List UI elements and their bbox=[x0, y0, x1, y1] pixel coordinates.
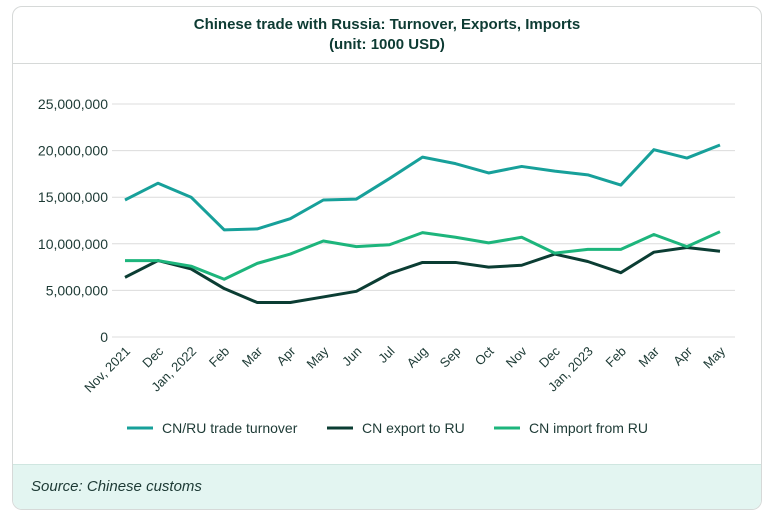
series-line bbox=[124, 246, 721, 305]
x-tick-label: Nov, 2021 bbox=[81, 344, 133, 396]
source-footer: Source: Chinese customs bbox=[13, 464, 761, 509]
x-tick-label: Mar bbox=[636, 343, 663, 370]
y-tick-label: 0 bbox=[100, 329, 108, 345]
x-tick-label: Apr bbox=[273, 343, 298, 368]
x-tick-label: Mar bbox=[239, 343, 266, 370]
y-tick-label: 10,000,000 bbox=[38, 236, 108, 252]
x-tick-label: Oct bbox=[472, 343, 497, 368]
x-tick-label: Feb bbox=[206, 344, 232, 370]
series-line bbox=[125, 230, 721, 281]
x-tick-label: Aug bbox=[404, 344, 431, 371]
x-tick-label: Jul bbox=[375, 343, 397, 365]
x-tick-label: Nov bbox=[503, 343, 530, 370]
y-tick-label: 5,000,000 bbox=[46, 282, 108, 298]
y-tick-label: 25,000,000 bbox=[38, 96, 108, 112]
x-tick-label: Sep bbox=[437, 344, 464, 371]
y-tick-label: 15,000,000 bbox=[38, 189, 108, 205]
legend-label: CN/RU trade turnover bbox=[162, 420, 298, 436]
chart-title: Chinese trade with Russia: Turnover, Exp… bbox=[193, 16, 581, 33]
y-tick-label: 20,000,000 bbox=[38, 143, 108, 159]
legend-label: CN import from RU bbox=[529, 420, 648, 436]
chart-subtitle: (unit: 1000 USD) bbox=[329, 36, 445, 53]
chart-card: Chinese trade with Russia: Turnover, Exp… bbox=[12, 6, 762, 510]
source-text: Source: Chinese customs bbox=[31, 478, 202, 495]
x-tick-label: May bbox=[700, 343, 728, 371]
x-tick-label: Dec bbox=[139, 343, 166, 370]
x-tick-label: Jun bbox=[339, 344, 364, 369]
chart-header: Chinese trade with Russia: Turnover, Exp… bbox=[13, 7, 761, 64]
x-tick-label: May bbox=[303, 343, 331, 371]
legend-label: CN export to RU bbox=[362, 420, 465, 436]
x-tick-label: Apr bbox=[670, 343, 695, 368]
x-tick-label: Dec bbox=[536, 343, 563, 370]
series-line bbox=[124, 143, 721, 232]
x-tick-label: Feb bbox=[603, 344, 629, 370]
